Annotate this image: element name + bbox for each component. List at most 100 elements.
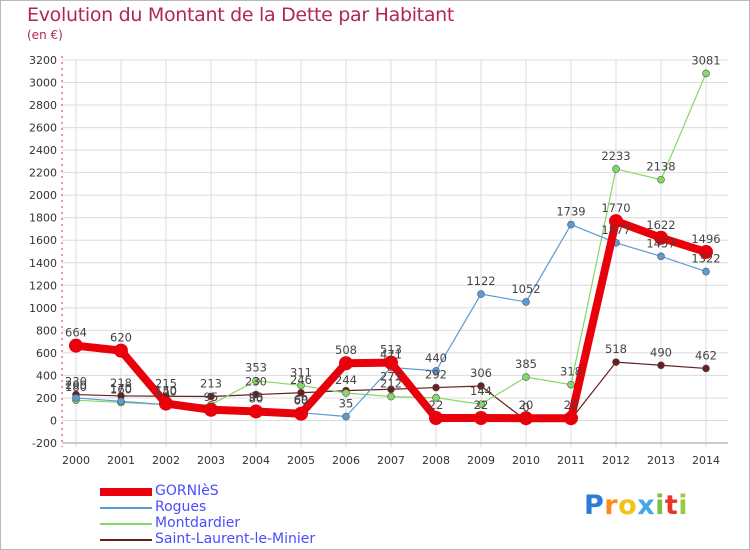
data-label: 490 [650, 345, 672, 359]
data-label: 244 [335, 373, 357, 387]
data-point [477, 382, 485, 390]
legend-item-montdardier: Montdardier [100, 515, 360, 532]
data-label: 230 [245, 375, 267, 389]
x-tick-label: 2013 [647, 454, 675, 467]
data-label: 2138 [646, 160, 675, 174]
data-label: 35 [339, 397, 354, 411]
y-tick-label: 2200 [29, 167, 57, 180]
x-tick-label: 2011 [557, 454, 585, 467]
y-tick-label: 1400 [29, 257, 57, 270]
data-label: 0 [522, 400, 529, 414]
data-label: 20 [519, 398, 534, 412]
legend-item-gornies: GORNIèS [100, 483, 360, 500]
x-tick-label: 2006 [332, 454, 360, 467]
data-label: 230 [65, 375, 87, 389]
data-point [522, 373, 530, 381]
data-point [702, 69, 710, 78]
data-label: 1496 [691, 232, 720, 246]
data-label: 1739 [556, 205, 585, 219]
data-label: 471 [380, 347, 402, 361]
data-label: 1122 [466, 274, 495, 288]
data-labels: 664 620 150 95 80 60 508 513 22 22 20 20 1770 1622 149… [65, 53, 721, 414]
data-point [567, 220, 575, 229]
data-point [522, 298, 530, 306]
x-tick-label: 2000 [62, 454, 90, 467]
data-label: 353 [245, 361, 267, 375]
y-tick-label: 3000 [29, 77, 57, 90]
data-point [384, 355, 398, 370]
legend-label: Montdardier [155, 515, 241, 531]
data-point [477, 400, 485, 409]
y-tick-label: 1800 [29, 212, 57, 225]
data-label: 2233 [601, 149, 630, 163]
data-label: 95 [204, 390, 219, 404]
data-point [342, 389, 350, 397]
data-label: 277 [380, 369, 402, 383]
data-point [657, 252, 665, 261]
x-tick-label: 2003 [197, 454, 225, 467]
data-label: 170 [110, 381, 132, 395]
data-label: 385 [515, 357, 537, 371]
data-label: 215 [155, 376, 177, 390]
data-label: 22 [474, 398, 489, 412]
data-point [72, 394, 80, 402]
data-label: 620 [110, 331, 132, 345]
data-point [387, 392, 395, 401]
data-point [702, 364, 710, 373]
data-label: 180 [65, 380, 87, 394]
data-label: 513 [380, 343, 402, 357]
y-tick-label: 2600 [29, 122, 57, 135]
data-point [477, 290, 485, 298]
data-label: 1622 [646, 218, 675, 232]
data-label: 1322 [691, 252, 720, 266]
data-point [432, 393, 440, 402]
legend-label: Saint-Laurent-le-Minier [155, 531, 316, 547]
y-tick-label: 600 [36, 347, 57, 360]
x-tick-label: 2014 [692, 454, 720, 467]
data-label: 140 [155, 385, 177, 399]
data-point [474, 410, 488, 425]
data-label: 3081 [691, 53, 720, 67]
data-point [609, 214, 623, 229]
x-tick-label: 2012 [602, 454, 630, 467]
data-point [699, 244, 713, 259]
data-label: 462 [695, 348, 717, 362]
data-point [564, 411, 578, 426]
data-label: 213 [200, 376, 222, 390]
x-tick-label: 2005 [287, 454, 315, 467]
data-label: 318 [560, 365, 582, 379]
data-point [657, 361, 665, 370]
legend-item-rogues: Rogues [100, 499, 360, 516]
data-point [702, 267, 710, 276]
data-label: 80 [249, 391, 264, 405]
data-label: 1577 [601, 223, 630, 237]
legend: GORNIèS Rogues Montdardier Saint-Laurent… [100, 483, 360, 548]
data-point [114, 343, 128, 358]
data-label: 508 [335, 343, 357, 357]
data-label: 218 [110, 376, 132, 390]
legend-label: GORNIèS [155, 483, 219, 499]
y-tick-label: 400 [36, 369, 57, 382]
legend-label: Rogues [155, 499, 207, 515]
data-point [339, 356, 353, 371]
data-label: 292 [425, 368, 447, 382]
data-point [117, 397, 125, 406]
y-tick-label: -200 [32, 437, 57, 450]
data-label: 518 [605, 342, 627, 356]
data-point [252, 390, 260, 399]
y-tick-label: 800 [36, 324, 57, 337]
data-point [294, 406, 308, 421]
data-point [429, 410, 443, 425]
chart-title: Evolution du Montant de la Dette par Hab… [27, 4, 455, 26]
series [69, 69, 713, 426]
y-tick-label: 1000 [29, 302, 57, 315]
legend-swatch [100, 523, 152, 525]
data-point [297, 381, 305, 390]
data-point [654, 230, 668, 245]
data-label: 22 [429, 398, 444, 412]
data-point [567, 380, 575, 389]
data-label: 664 [65, 326, 87, 340]
legend-swatch [100, 488, 152, 496]
